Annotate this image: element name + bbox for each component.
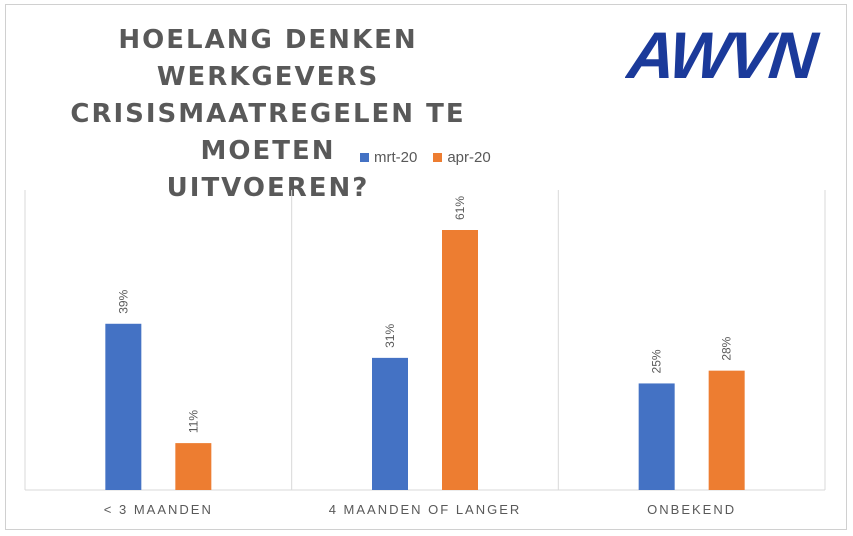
data-label-mrt-20-2: 25% (650, 349, 664, 373)
bar-apr-20-1 (442, 230, 478, 490)
svg-text:AWVN: AWVN (625, 19, 822, 88)
legend-item-mrt-20: mrt-20 (360, 149, 417, 166)
data-label-mrt-20-0: 39% (116, 289, 130, 313)
chart-legend: mrt-20 apr-20 (360, 148, 507, 166)
data-label-mrt-20-1: 31% (383, 324, 397, 348)
legend-label-mrt-20: mrt-20 (374, 148, 418, 166)
data-label-apr-20-2: 28% (720, 336, 734, 360)
x-tick-label-0: < 3 MAANDEN (104, 502, 213, 517)
legend-item-apr-20: apr-20 (433, 148, 491, 166)
legend-swatch-mrt-20 (360, 152, 369, 162)
bar-mrt-20-2 (638, 383, 675, 490)
legend-swatch-apr-20 (433, 152, 443, 162)
bar-mrt-20-0 (105, 323, 142, 490)
awvn-logo: AWVN (622, 18, 825, 93)
x-tick-label-2: ONBEKEND (647, 502, 736, 517)
chart-frame (5, 4, 847, 530)
chart-title: HOELANG DENKEN WERKGEVERS CRISISMAATREGE… (70, 25, 466, 203)
data-label-apr-20-0: 11% (186, 410, 200, 433)
bar-apr-20-0 (175, 443, 212, 490)
x-tick-label-1: 4 MAANDEN OF LANGER (329, 502, 522, 517)
bar-mrt-20-1 (372, 357, 408, 490)
legend-label-apr-20: apr-20 (447, 148, 491, 166)
bar-apr-20-2 (708, 370, 745, 490)
data-label-apr-20-1: 61% (453, 196, 467, 220)
